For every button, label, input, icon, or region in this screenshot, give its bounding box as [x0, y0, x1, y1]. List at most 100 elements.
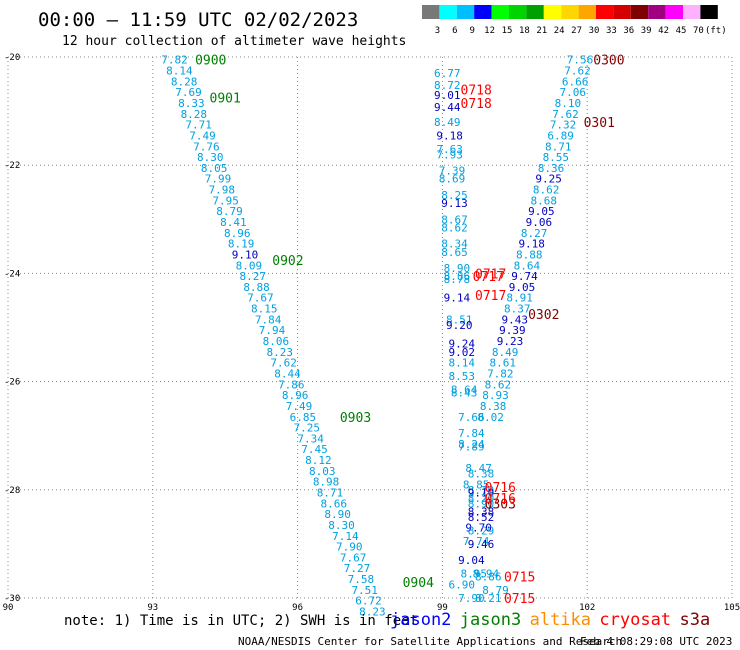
wave-height-label: 8.14 — [448, 357, 475, 370]
wave-height-label: 7.94 — [259, 324, 286, 337]
x-tick-label: 96 — [292, 603, 303, 613]
wave-height-label: 7.90 — [336, 541, 363, 554]
colorbar-label: 42 — [658, 26, 669, 36]
wave-height-label: 6.72 — [355, 595, 382, 608]
colorbar-swatch — [683, 5, 701, 19]
wave-height-label: 8.62 — [533, 184, 560, 197]
colorbar-swatch — [456, 5, 475, 19]
time-label: 0715 — [504, 570, 535, 585]
wave-height-label: 8.06 — [263, 335, 290, 348]
wave-height-label: 9.10 — [468, 487, 495, 500]
wave-height-label: 7.95 — [212, 194, 239, 207]
wave-height-label: 7.63 — [436, 143, 463, 156]
y-tick-label: -22 — [4, 161, 20, 171]
wave-height-label: 8.90 — [444, 262, 471, 275]
wave-height-label: 9.70 — [465, 522, 492, 535]
wave-height-label: 8.36 — [538, 162, 565, 175]
wave-height-label: 8.64 — [451, 384, 478, 397]
plot-grid — [7, 56, 733, 599]
wave-height-label: 7.45 — [301, 443, 328, 456]
wave-height-label: 8.86 — [475, 570, 502, 583]
colorbar-label: 6 — [452, 26, 457, 36]
time-label: 0716 — [485, 481, 516, 496]
wave-height-label: 8.23 — [266, 346, 293, 359]
wave-height-label: 8.19 — [228, 238, 255, 251]
time-label: 0717 — [473, 270, 504, 285]
colorbar-label: 39 — [641, 26, 652, 36]
time-label: 0716 — [485, 492, 516, 507]
wave-height-label: 8.30 — [197, 151, 224, 164]
wave-height-label: 8.02 — [477, 411, 504, 424]
wave-height-label: 9.74 — [511, 270, 538, 283]
wave-height-label: 9.44 — [434, 101, 461, 114]
wave-height-label: 8.29 — [468, 524, 495, 537]
wave-height-label: 8.79 — [216, 205, 243, 218]
colorbar-label: (ft) — [705, 26, 727, 36]
colorbar-swatch — [700, 5, 718, 19]
wave-height-label: 8.78 — [444, 273, 471, 286]
wave-height-label: 9.25 — [535, 173, 562, 186]
wave-height-label: 8.38 — [468, 468, 495, 481]
wave-height-label: 8.96 — [224, 227, 251, 240]
wave-height-label: 8.30 — [328, 519, 355, 532]
wave-height-label: 8.52 — [468, 511, 495, 524]
wave-height-label: 9.39 — [499, 324, 526, 337]
wave-height-label: 7.34 — [297, 432, 324, 445]
wave-height-label: 9.05 — [528, 205, 555, 218]
wave-height-label: 8.28 — [171, 75, 198, 88]
wave-height-label: 8.62 — [485, 378, 512, 391]
wave-height-label: 6.90 — [448, 578, 475, 591]
wave-height-label: 7.56 — [567, 54, 594, 67]
time-label: 0903 — [340, 411, 371, 426]
colorbar-label: 30 — [589, 26, 600, 36]
wave-height-label: 7.76 — [193, 140, 220, 153]
colorbar-swatch — [474, 5, 492, 19]
colorbar-label: 9 — [469, 26, 474, 36]
wave-height-label: 7.98 — [209, 184, 236, 197]
y-tick-label: -30 — [4, 594, 20, 604]
wave-height-label: 8.14 — [166, 65, 193, 78]
wave-height-label: 8.49 — [492, 346, 519, 359]
wave-height-label: 7.32 — [550, 119, 577, 132]
wave-height-label: 8.68 — [531, 194, 558, 207]
time-label: 0302 — [528, 308, 559, 323]
colorbar-label: 18 — [519, 26, 530, 36]
wave-height-label: 7.27 — [344, 562, 371, 575]
wave-height-label: 9.18 — [436, 129, 463, 142]
wave-height-label: 8.05 — [201, 162, 228, 175]
wave-height-label: 7.49 — [189, 129, 216, 142]
wave-height-label: 7.82 — [487, 367, 514, 380]
wave-height-label: 7.74 — [463, 535, 490, 548]
wave-height-label: 6.89 — [547, 129, 574, 142]
wave-height-label: 8.90 — [468, 497, 495, 510]
time-label: 0301 — [584, 116, 615, 131]
wave-height-label: 8.24 — [458, 438, 485, 451]
wave-height-label: 7.86 — [278, 378, 305, 391]
wave-height-label: 7.67 — [247, 292, 274, 305]
wave-height-label: 8.71 — [317, 487, 344, 500]
y-tick-label: -26 — [4, 378, 20, 388]
colorbar: 3 6 9 12 15 18 21 24 27 30 33 36 39 42 45 70 (ft) — [422, 5, 727, 36]
time-label: 0718 — [461, 97, 492, 112]
wave-height-label: 8.21 — [475, 592, 502, 605]
wave-height-label: 8.85 — [463, 478, 490, 491]
time-labels: 0900 0901 0902 0903 0904 0300 0301 0302 0303 0718… — [195, 54, 625, 607]
y-tick-label: -24 — [4, 269, 20, 279]
wave-height-label: 8.34 — [441, 238, 468, 251]
wave-height-label: 9.46 — [468, 538, 495, 551]
wave-height-label: 8.64 — [514, 259, 541, 272]
wave-height-label: 8.62 — [441, 221, 468, 234]
x-tick-label: 102 — [579, 603, 595, 613]
wave-height-label: 7.66 — [458, 411, 485, 424]
x-tick-label: 105 — [724, 603, 740, 613]
chart-subtitle: 12 hour collection of altimeter wave hei… — [62, 34, 406, 49]
wave-height-label: 7.84 — [458, 427, 485, 440]
wave-height-label: 8.93 — [482, 389, 509, 402]
wave-height-label: 7.49 — [286, 400, 313, 413]
legend-altika: altika — [530, 610, 591, 630]
wave-height-label: 9.02 — [448, 346, 475, 359]
colorbar-swatch — [509, 5, 527, 19]
wave-height-label: 8.27 — [521, 227, 548, 240]
wave-height-label: 8.28 — [181, 108, 208, 121]
